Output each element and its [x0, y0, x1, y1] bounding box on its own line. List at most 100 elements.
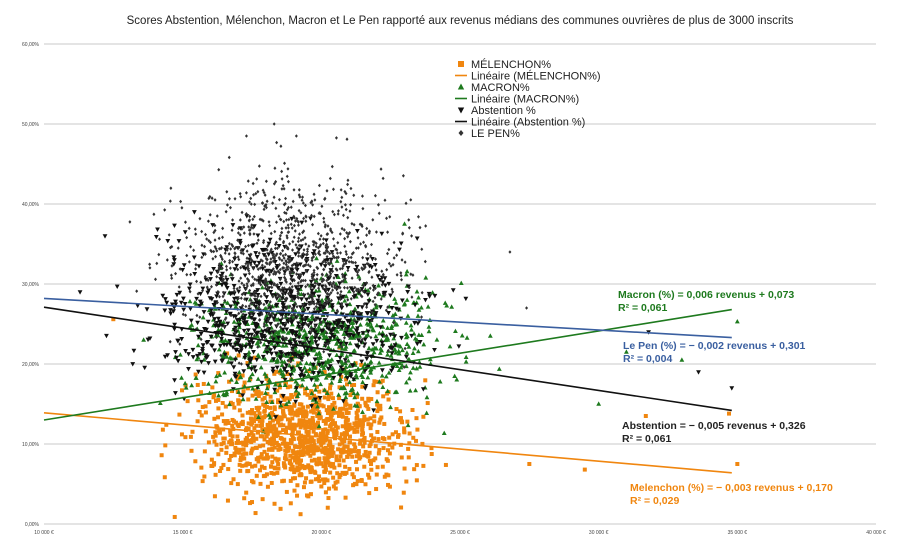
data-point	[381, 394, 386, 399]
data-point	[330, 284, 334, 289]
data-point	[450, 288, 456, 293]
data-point	[402, 429, 407, 434]
data-point	[360, 409, 365, 414]
data-point	[289, 257, 295, 262]
data-point	[178, 300, 184, 306]
data-point	[329, 422, 334, 427]
data-point	[270, 418, 275, 423]
data-point	[252, 293, 256, 297]
data-point	[216, 270, 220, 274]
data-point	[354, 328, 359, 333]
data-point	[233, 330, 239, 335]
data-point	[385, 267, 389, 272]
data-point	[211, 256, 215, 261]
data-point	[223, 259, 227, 264]
data-point	[302, 440, 307, 445]
data-point	[298, 291, 304, 297]
data-point	[282, 437, 287, 442]
data-point	[295, 465, 300, 470]
data-point	[316, 294, 322, 300]
data-point	[203, 244, 207, 249]
data-point	[278, 417, 283, 422]
data-point	[327, 296, 331, 301]
data-point	[293, 229, 297, 233]
data-point	[363, 449, 368, 454]
data-point	[328, 176, 332, 181]
data-point	[374, 303, 380, 308]
data-point	[200, 315, 206, 320]
data-point	[316, 324, 322, 329]
data-point	[382, 283, 388, 288]
data-point	[257, 392, 262, 397]
data-point	[410, 350, 416, 356]
data-point	[265, 384, 270, 389]
data-point	[144, 307, 150, 312]
data-point	[295, 295, 299, 299]
data-point	[271, 471, 276, 476]
data-point	[414, 236, 420, 241]
data-point	[240, 373, 245, 378]
data-point	[272, 389, 278, 395]
data-point	[267, 237, 273, 243]
data-point	[360, 369, 366, 374]
data-point	[363, 403, 368, 408]
data-point	[244, 244, 248, 249]
data-point	[354, 246, 358, 250]
data-point	[340, 406, 345, 411]
data-point	[251, 433, 256, 438]
data-point	[412, 303, 418, 308]
data-point	[301, 302, 305, 307]
data-point	[253, 369, 258, 374]
data-point	[391, 262, 395, 267]
data-point	[302, 480, 307, 485]
data-point	[362, 240, 366, 245]
data-point	[263, 286, 267, 290]
data-point	[389, 346, 395, 352]
data-point	[334, 323, 340, 328]
data-point	[238, 226, 243, 231]
data-point	[264, 472, 269, 477]
data-point	[241, 447, 246, 452]
data-point	[331, 264, 335, 268]
data-point	[308, 216, 313, 221]
data-point	[401, 231, 405, 236]
data-point	[325, 291, 329, 296]
data-point	[281, 403, 286, 408]
data-point	[301, 413, 306, 418]
data-point	[353, 260, 357, 265]
data-point	[345, 286, 349, 290]
data-point	[309, 438, 314, 443]
data-point	[292, 402, 297, 407]
data-point	[343, 335, 347, 340]
data-point	[336, 413, 341, 418]
data-point	[219, 336, 224, 342]
data-point	[252, 260, 257, 266]
data-point	[355, 316, 361, 322]
data-point	[301, 452, 306, 457]
data-point	[316, 439, 321, 444]
data-point	[288, 317, 292, 322]
data-point	[388, 404, 393, 410]
data-point	[241, 303, 245, 308]
data-point	[238, 233, 242, 237]
data-point	[323, 427, 328, 432]
data-point	[363, 482, 368, 487]
data-point	[255, 376, 261, 381]
data-point	[264, 179, 268, 184]
data-point	[258, 280, 262, 284]
data-point	[197, 410, 202, 415]
y-tick-label: 20,00%	[22, 362, 40, 368]
data-point	[287, 363, 292, 368]
data-point	[277, 214, 281, 219]
trendline	[43, 308, 732, 421]
data-point	[176, 239, 182, 244]
data-point	[253, 445, 258, 450]
data-point	[317, 389, 322, 394]
data-point	[311, 451, 316, 456]
data-point	[251, 301, 255, 306]
data-point	[339, 289, 343, 294]
data-point	[265, 326, 269, 331]
data-point	[277, 197, 281, 202]
data-point	[375, 402, 380, 407]
data-point	[293, 410, 298, 415]
